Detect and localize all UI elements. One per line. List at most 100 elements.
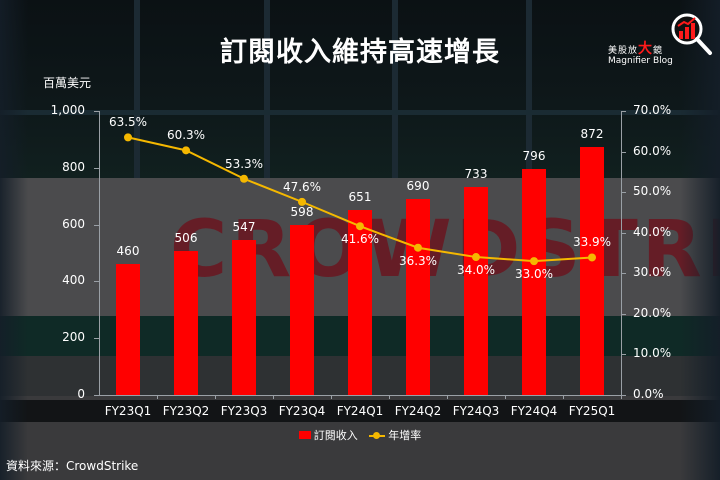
growth-point-label: 63.5%: [108, 115, 148, 130]
left-tick-label: 1,000: [50, 103, 85, 117]
revenue-bar-label: 547: [232, 219, 256, 234]
left-tick-mark: [94, 395, 99, 396]
right-tick-label: 50.0%: [633, 184, 672, 199]
growth-point-marker: [414, 243, 422, 252]
vignette-right: [680, 0, 720, 480]
growth-point-marker: [240, 174, 248, 183]
revenue-bar: [232, 239, 256, 395]
logo-chinese: 美股放大鏡: [608, 38, 663, 58]
revenue-bar-label: 598: [290, 205, 314, 220]
x-category-label: FY23Q4: [278, 404, 326, 418]
revenue-bar: [116, 264, 140, 395]
revenue-bar: [522, 168, 546, 395]
source-note: 資料來源：CrowdStrike: [6, 459, 139, 473]
footer-band: [0, 422, 720, 480]
x-category-label: FY24Q4: [510, 404, 558, 418]
logo-cn-big: 大: [638, 41, 654, 57]
left-tick-label: 0: [77, 387, 85, 401]
growth-point-marker: [530, 257, 538, 266]
window-mullion: [392, 0, 398, 178]
window-mullion: [526, 0, 532, 178]
sign-wordmark: CROWDSTRIKE: [170, 205, 720, 295]
revenue-bar: [406, 199, 430, 395]
growth-point-label: 33.0%: [514, 267, 554, 282]
growth-point-marker: [356, 222, 364, 231]
window-mullion: [134, 0, 140, 178]
brand-logo: 美股放大鏡 Magnifier Blog: [604, 12, 714, 72]
revenue-bar: [464, 186, 488, 395]
right-tick-label: 0.0%: [633, 387, 664, 401]
growth-point-label: 47.6%: [282, 179, 322, 194]
growth-point-label: 60.3%: [166, 128, 206, 143]
revenue-bar: [348, 210, 372, 395]
x-category-label: FY24Q3: [452, 404, 500, 418]
right-tick-label: 20.0%: [633, 305, 672, 320]
x-category-label: FY23Q3: [220, 404, 268, 418]
revenue-bar: [174, 251, 198, 395]
growth-point-marker: [124, 133, 132, 142]
revenue-bar-label: 651: [348, 190, 372, 205]
x-category-label: FY24Q2: [394, 404, 442, 418]
legend-line-swatch-icon: [369, 431, 386, 439]
growth-point-label: 34.0%: [456, 263, 496, 278]
right-tick-mark: [621, 354, 626, 356]
x-tick-mark: [157, 395, 158, 399]
right-axis: [621, 111, 622, 396]
x-tick-mark: [563, 395, 564, 399]
x-category-label: FY23Q2: [162, 404, 210, 418]
vignette-left: [0, 0, 28, 480]
legend: 訂閱收入 年增率: [0, 427, 720, 443]
legend-label-growth: 年增率: [388, 429, 422, 442]
left-tick-mark: [94, 167, 99, 169]
right-tick-label: 10.0%: [633, 346, 672, 361]
left-tick-label: 400: [62, 273, 85, 288]
growth-point-label: 33.9%: [572, 235, 612, 250]
right-tick-mark: [621, 151, 626, 153]
x-tick-mark: [215, 395, 216, 399]
growth-point-marker: [472, 253, 480, 262]
left-tick-label: 800: [62, 159, 85, 174]
revenue-bar-label: 872: [580, 127, 604, 142]
x-tick-mark: [273, 395, 274, 399]
growth-point-marker: [298, 197, 306, 206]
logo-cn-prefix: 美股放: [608, 46, 639, 56]
growth-point-marker: [588, 253, 596, 262]
right-tick-mark: [621, 111, 626, 112]
revenue-bar: [290, 225, 314, 395]
right-tick-mark: [621, 395, 626, 396]
growth-point-label: 41.6%: [340, 232, 380, 247]
right-tick-label: 30.0%: [633, 265, 672, 280]
left-axis-unit: 百萬美元: [43, 76, 92, 90]
logo-cn-suffix: 鏡: [653, 46, 664, 56]
left-tick-mark: [94, 111, 99, 112]
right-tick-label: 60.0%: [633, 143, 672, 158]
left-tick-label: 200: [62, 330, 85, 345]
right-tick-mark: [621, 192, 626, 194]
logo-english: Magnifier Blog: [608, 56, 673, 66]
window-transom: [0, 110, 720, 115]
legend-item-growth: 年增率: [369, 427, 421, 443]
legend-item-revenue: 訂閱收入: [298, 427, 358, 443]
right-tick-mark: [621, 313, 626, 315]
x-tick-mark: [447, 395, 448, 399]
left-tick-label: 600: [62, 216, 85, 231]
legend-bar-swatch-icon: [298, 431, 311, 439]
left-tick-mark: [94, 281, 99, 283]
window-mullion: [264, 0, 270, 178]
x-category-label: FY25Q1: [568, 404, 616, 418]
revenue-bar-label: 690: [406, 179, 430, 194]
x-tick-mark: [331, 395, 332, 399]
growth-point-label: 36.3%: [398, 253, 438, 268]
right-tick-label: 70.0%: [633, 103, 672, 117]
x-tick-mark: [505, 395, 506, 399]
building-shadow: [0, 400, 720, 422]
x-axis: [99, 395, 622, 396]
revenue-bar-label: 733: [464, 166, 488, 181]
right-tick-mark: [621, 273, 626, 275]
revenue-bar-label: 506: [174, 231, 198, 246]
legend-label-revenue: 訂閱收入: [313, 429, 358, 442]
revenue-bar: [580, 147, 604, 395]
x-category-label: FY23Q1: [104, 404, 152, 418]
growth-point-label: 53.3%: [224, 156, 264, 171]
